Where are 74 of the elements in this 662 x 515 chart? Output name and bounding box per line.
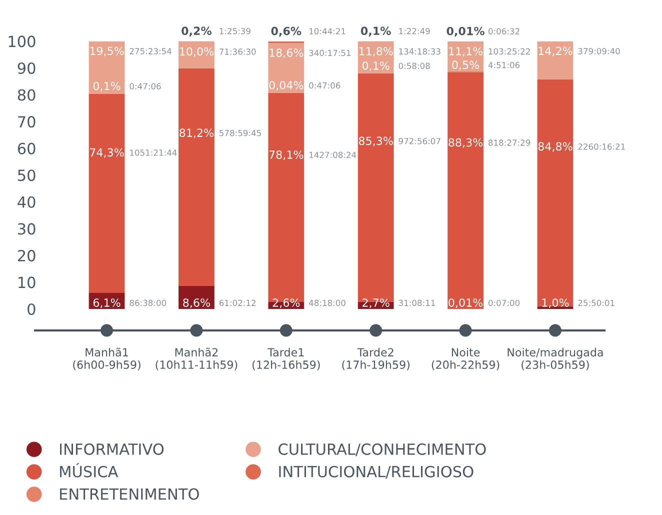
data-label: 0,04% bbox=[269, 81, 304, 91]
annotation: 4:51:06 bbox=[488, 62, 520, 68]
annotation: 578:59:45 bbox=[220, 130, 261, 136]
data-label: 1,0% bbox=[542, 298, 569, 308]
x-tick-label: Noite/madrugada (23h-05h59) bbox=[508, 348, 603, 370]
legend-label: INTITUCIONAL/RELIGIOSO bbox=[279, 466, 474, 479]
annotation: 379:09:40 bbox=[578, 48, 620, 54]
annotation: 0:07:00 bbox=[488, 300, 520, 306]
annotation: 86:38:00 bbox=[130, 300, 166, 306]
x-tick-label: Tarde1 (12h-16h59) bbox=[252, 348, 320, 370]
x-tick-label: Manhã2 (10h11-11h59) bbox=[156, 348, 238, 370]
y-tick-label: 10 bbox=[18, 276, 36, 288]
data-label: 18,6% bbox=[270, 48, 304, 58]
data-label: 0,1% bbox=[362, 61, 390, 71]
annotation: 0:47:06 bbox=[130, 83, 161, 90]
data-label: 0,01% bbox=[448, 298, 483, 308]
annotation: 275:23:54 bbox=[130, 48, 172, 54]
legend-label: ENTRETENIMENTO bbox=[60, 488, 199, 500]
data-label: 0,01% bbox=[446, 26, 484, 37]
y-tick-label: 80 bbox=[18, 89, 36, 101]
annotation: 25:50:01 bbox=[578, 300, 614, 306]
data-label: 88,3% bbox=[448, 138, 483, 148]
data-label: 6,1% bbox=[93, 298, 120, 308]
annotation: 1051:21:44 bbox=[130, 149, 177, 156]
y-tick-label: 70 bbox=[18, 116, 36, 128]
data-label: 0,1% bbox=[93, 82, 120, 92]
y-tick-label: 100 bbox=[8, 36, 36, 48]
data-label: 0,1% bbox=[360, 26, 391, 36]
annotation: 0:47:06 bbox=[309, 82, 340, 89]
y-tick-label: 50 bbox=[18, 170, 36, 182]
data-label: 2,7% bbox=[362, 298, 390, 308]
annotation: 340:17:51 bbox=[309, 50, 351, 56]
annotation: 0:58:08 bbox=[398, 62, 430, 70]
text: 10:44:21 bbox=[309, 28, 346, 34]
y-tick-label: 60 bbox=[18, 142, 36, 154]
data-label: 8,6% bbox=[183, 298, 210, 308]
annotation: 972:56:07 bbox=[398, 138, 440, 144]
annotation: 31:08:11 bbox=[398, 300, 435, 306]
data-label: 10,0% bbox=[180, 47, 214, 57]
data-label: 85,3% bbox=[358, 136, 393, 146]
legend-label: MÚSICA bbox=[60, 463, 118, 478]
legend-label: CULTURAL/CONHECIMENTO bbox=[278, 443, 486, 456]
legend-label: INFORMATIVO bbox=[60, 443, 164, 455]
annotation: 1427:08:24 bbox=[309, 152, 356, 158]
data-label: 0,2% bbox=[182, 26, 212, 36]
data-label: 2,6% bbox=[272, 298, 300, 308]
data-label: 14,2% bbox=[538, 46, 572, 56]
annotation: 103:25:22 bbox=[488, 48, 530, 55]
y-tick-label: 90 bbox=[18, 62, 36, 74]
annotation: 818:27:29 bbox=[488, 140, 530, 146]
text: 0:06:32 bbox=[488, 28, 520, 34]
data-label: 19,5% bbox=[90, 46, 124, 56]
data-label: 81,2% bbox=[180, 128, 214, 138]
annotation: 48:18:00 bbox=[308, 300, 346, 306]
y-tick-label: 0 bbox=[28, 303, 36, 316]
data-label: 11,1% bbox=[449, 46, 483, 57]
annotation: 61:02:12 bbox=[219, 300, 256, 306]
x-tick-label: Manhã1 (6h00-9h59) bbox=[73, 348, 140, 370]
data-label: 0,6% bbox=[271, 26, 302, 37]
y-tick-label: 40 bbox=[18, 196, 36, 208]
text: 1:22:49 bbox=[399, 28, 430, 34]
y-tick-label: 20 bbox=[18, 250, 36, 262]
y-tick-label: 30 bbox=[18, 223, 36, 235]
data-label: 74,3% bbox=[90, 148, 124, 158]
data-label: 78,1% bbox=[269, 150, 304, 160]
annotation: 134:18:33 bbox=[399, 48, 440, 55]
x-tick-label: Tarde2 (17h-19h59) bbox=[342, 348, 410, 370]
data-label: 84,8% bbox=[538, 142, 572, 152]
data-label: 0,5% bbox=[452, 60, 480, 70]
text: 1:25:39 bbox=[220, 28, 250, 34]
annotation: 2260:16:21 bbox=[578, 143, 625, 150]
annotation: 71:36:30 bbox=[220, 48, 256, 55]
data-label: 11,8% bbox=[359, 47, 393, 57]
x-tick-label: Noite (20h-22h59) bbox=[432, 348, 500, 370]
